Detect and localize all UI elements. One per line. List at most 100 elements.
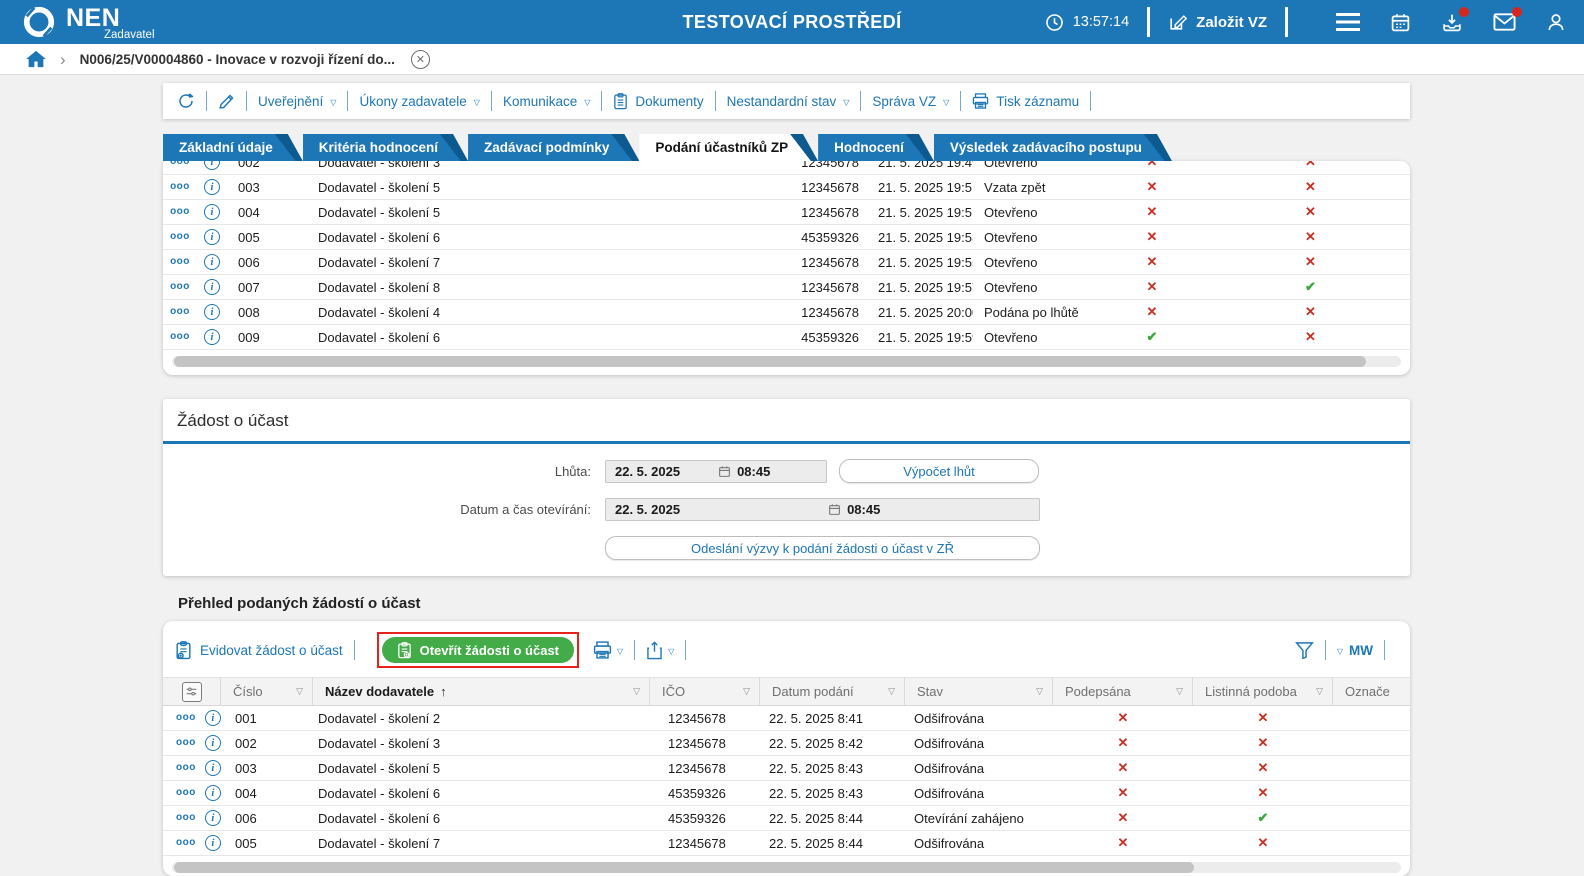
row-menu-icon[interactable]: ooo xyxy=(176,837,196,848)
request-row[interactable]: ooo i 005 Dodavatel - školení 7 12345678 22. … xyxy=(163,831,1410,856)
submission-row[interactable]: ooo i 008 Dodavatel - školení 4 12345678 21. … xyxy=(163,300,1410,325)
export-table-button[interactable]: ▽ xyxy=(646,640,674,660)
submissions-hscrollbar[interactable] xyxy=(172,356,1401,367)
menu-ukony-zadavatele[interactable]: Úkony zadavatele ▽ xyxy=(359,93,480,109)
create-vz-button[interactable]: Založit VZ xyxy=(1168,13,1267,32)
calendar-button[interactable] xyxy=(1390,12,1411,33)
info-icon[interactable]: i xyxy=(204,161,220,170)
menu-tisk-zaznamu[interactable]: Tisk záznamu xyxy=(972,93,1079,109)
row-menu-icon[interactable]: ooo xyxy=(176,762,196,773)
column-header-stav[interactable]: Stav ▽ xyxy=(905,678,1053,705)
row-menu-icon[interactable]: ooo xyxy=(170,282,190,292)
breadcrumb-close-icon[interactable]: ✕ xyxy=(410,49,430,69)
menu-komunikace[interactable]: Komunikace ▽ xyxy=(502,93,591,109)
menu-nestandardni-stav[interactable]: Nestandardní stav ▽ xyxy=(726,93,850,109)
row-menu-icon[interactable]: ooo xyxy=(176,712,196,723)
row-menu-icon[interactable]: ooo xyxy=(170,161,190,167)
column-header-nazev-dodavatele[interactable]: Název dodavatele ↑ ▽ xyxy=(313,678,650,705)
cell-indicator-1: ✕ xyxy=(1093,254,1211,270)
messages-button[interactable] xyxy=(1493,7,1522,32)
row-menu-icon[interactable]: ooo xyxy=(170,182,190,192)
request-row[interactable]: ooo i 002 Dodavatel - školení 3 12345678 22. … xyxy=(163,731,1410,756)
mw-view-button[interactable]: MW xyxy=(1349,642,1373,658)
home-icon[interactable] xyxy=(26,50,46,68)
row-menu-icon[interactable]: ooo xyxy=(170,332,190,342)
nen-brand[interactable]: NEN Zadavatel xyxy=(22,4,155,41)
menu-button[interactable] xyxy=(1336,13,1360,31)
info-icon[interactable]: i xyxy=(204,329,220,345)
filter-caret-icon[interactable]: ▽ xyxy=(1036,686,1043,696)
info-icon[interactable]: i xyxy=(204,785,221,801)
submission-row[interactable]: ooo i 005 Dodavatel - školení 6 45359326 21. … xyxy=(163,225,1410,250)
row-menu-icon[interactable]: ooo xyxy=(176,812,196,823)
column-header-listinna-podoba[interactable]: Listinná podoba ▽ xyxy=(1193,678,1333,705)
submission-row[interactable]: ooo i 009 Dodavatel - školení 6 45359326 21. … xyxy=(163,325,1410,350)
filter-caret-icon[interactable]: ▽ xyxy=(1176,686,1183,696)
info-icon[interactable]: i xyxy=(204,760,221,776)
filter-caret-icon[interactable]: ▽ xyxy=(888,686,895,696)
info-icon[interactable]: i xyxy=(204,710,221,726)
tab-podani-ucastniku-zp[interactable]: Podání účastníků ZP xyxy=(639,134,818,161)
column-header-podepsana[interactable]: Podepsána ▽ xyxy=(1053,678,1193,705)
row-menu-icon[interactable]: ooo xyxy=(170,207,190,217)
tab-zakladni-udaje[interactable]: Základní údaje xyxy=(163,134,303,161)
scrollbar-thumb[interactable] xyxy=(174,356,1367,367)
evidovat-zadost-button[interactable]: Evidovat žádost o účast xyxy=(175,640,343,660)
column-header-ico[interactable]: IČO ▽ xyxy=(650,678,760,705)
menu-dokumenty[interactable]: Dokumenty xyxy=(613,92,704,110)
overview-hscrollbar[interactable] xyxy=(172,862,1401,873)
tab-vysledek-zadavaciho-postupu[interactable]: Výsledek zadávacího postupu xyxy=(934,134,1172,161)
column-settings-icon[interactable] xyxy=(181,681,202,702)
cell-indicator-2: ✕ xyxy=(1211,229,1410,245)
column-header-datum-podani[interactable]: Datum podání ▽ xyxy=(760,678,905,705)
column-header-cislo[interactable]: Číslo ▽ xyxy=(221,678,313,705)
submission-row[interactable]: ooo i 003 Dodavatel - školení 5 12345678 21. … xyxy=(163,175,1410,200)
menu-sprava-vz[interactable]: Správa VZ ▽ xyxy=(872,93,950,109)
filter-caret-icon[interactable]: ▽ xyxy=(296,686,303,696)
info-icon[interactable]: i xyxy=(204,179,220,195)
refresh-button[interactable] xyxy=(177,92,195,110)
lhuta-datetime-input[interactable]: 22. 5. 2025 08:45 xyxy=(605,459,827,483)
breadcrumb-item[interactable]: N006/25/V00004860 - Inovace v rozvoji ří… xyxy=(79,51,395,67)
info-icon[interactable]: i xyxy=(204,279,220,295)
profile-button[interactable] xyxy=(1546,12,1566,33)
edit-record-button[interactable] xyxy=(218,93,235,110)
row-menu-icon[interactable]: ooo xyxy=(170,232,190,242)
submission-row[interactable]: ooo i 006 Dodavatel - školení 7 12345678 21. … xyxy=(163,250,1410,275)
request-row[interactable]: ooo i 001 Dodavatel - školení 2 12345678 22. … xyxy=(163,706,1410,731)
submission-row[interactable]: ooo i 007 Dodavatel - školení 8 12345678 21. … xyxy=(163,275,1410,300)
request-row[interactable]: ooo i 004 Dodavatel - školení 6 45359326 22. … xyxy=(163,781,1410,806)
send-request-invite-button[interactable]: Odeslání výzvy k podání žádosti o účast … xyxy=(605,536,1040,560)
submission-row[interactable]: ooo i 002 Dodavatel - školení 3 12345678 21. … xyxy=(163,161,1410,175)
vypocet-lhut-button[interactable]: Výpočet lhůt xyxy=(839,459,1039,483)
row-menu-icon[interactable]: ooo xyxy=(176,737,196,748)
submission-row[interactable]: ooo i 004 Dodavatel - školení 5 12345678 21. … xyxy=(163,200,1410,225)
tab-zadavaci-podminky[interactable]: Zadávací podmínky xyxy=(468,134,639,161)
print-table-button[interactable]: ▽ xyxy=(593,641,623,659)
row-menu-icon[interactable]: ooo xyxy=(170,307,190,317)
otevrit-zadosti-button[interactable]: Otevřít žádosti o účast xyxy=(381,637,575,663)
chevron-down-icon[interactable]: ▽ xyxy=(1336,646,1343,656)
info-icon[interactable]: i xyxy=(204,735,221,751)
menu-uverejneni[interactable]: Uveřejnění ▽ xyxy=(258,93,337,109)
filter-caret-icon[interactable]: ▽ xyxy=(1316,686,1323,696)
filter-caret-icon[interactable]: ▽ xyxy=(743,686,750,696)
filter-caret-icon[interactable]: ▽ xyxy=(633,686,640,696)
tab-hodnoceni[interactable]: Hodnocení xyxy=(818,134,934,161)
row-menu-icon[interactable]: ooo xyxy=(170,257,190,267)
info-icon[interactable]: i xyxy=(204,304,220,320)
info-icon[interactable]: i xyxy=(204,254,220,270)
info-icon[interactable]: i xyxy=(204,835,221,851)
tab-kriteria-hodnoceni[interactable]: Kritéria hodnocení xyxy=(303,134,468,161)
info-icon[interactable]: i xyxy=(204,810,221,826)
request-row[interactable]: ooo i 006 Dodavatel - školení 6 45359326 22. … xyxy=(163,806,1410,831)
filter-funnel-icon[interactable] xyxy=(1294,641,1314,659)
info-icon[interactable]: i xyxy=(204,229,220,245)
scrollbar-thumb[interactable] xyxy=(174,862,1195,873)
request-row[interactable]: ooo i 003 Dodavatel - školení 5 12345678 22. … xyxy=(163,756,1410,781)
info-icon[interactable]: i xyxy=(204,204,220,220)
inbox-button[interactable] xyxy=(1441,6,1469,33)
column-header-oznaceni[interactable]: Označe xyxy=(1345,684,1390,699)
opening-datetime-input[interactable]: 22. 5. 2025 08:45 xyxy=(605,498,1040,521)
row-menu-icon[interactable]: ooo xyxy=(176,787,196,798)
